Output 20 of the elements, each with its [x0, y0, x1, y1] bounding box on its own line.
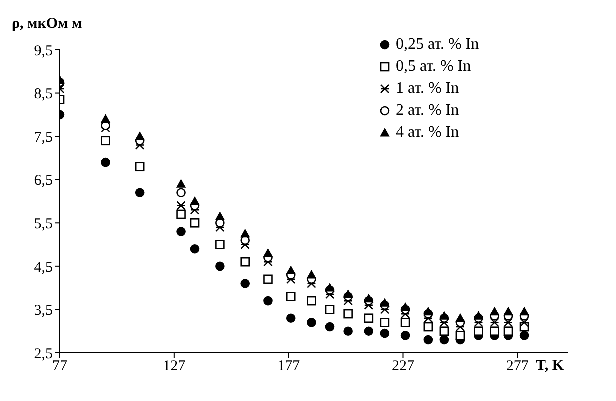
y-tick-label: 8,5	[34, 86, 53, 103]
x-tick-label: 77	[52, 358, 68, 375]
legend-label: 4 ат. % In	[396, 123, 460, 143]
y-tick-label: 6,5	[34, 173, 53, 190]
legend-label: 0,25 ат. % In	[396, 35, 480, 55]
y-tick-label: 2,5	[34, 346, 53, 362]
y-tick-label: 7,5	[34, 130, 53, 146]
y-tick-label: 4,5	[34, 260, 53, 276]
x-tick-label: 277	[506, 358, 530, 375]
x-tick-label: 227	[392, 358, 415, 375]
x-axis-title: T, K	[536, 358, 564, 375]
legend-label: 1 ат. % In	[396, 79, 460, 99]
legend-label: 2 ат. % In	[396, 101, 460, 121]
legend-label: 0,5 ат. % In	[396, 57, 472, 77]
y-axis-title: ρ, мкОм м	[12, 16, 82, 33]
y-tick-label: 9,5	[34, 43, 53, 60]
y-tick-label: 5,5	[34, 216, 53, 232]
x-tick-label: 177	[278, 358, 301, 375]
y-tick-label: 3,5	[34, 303, 53, 320]
x-tick-label: 127	[163, 358, 186, 375]
